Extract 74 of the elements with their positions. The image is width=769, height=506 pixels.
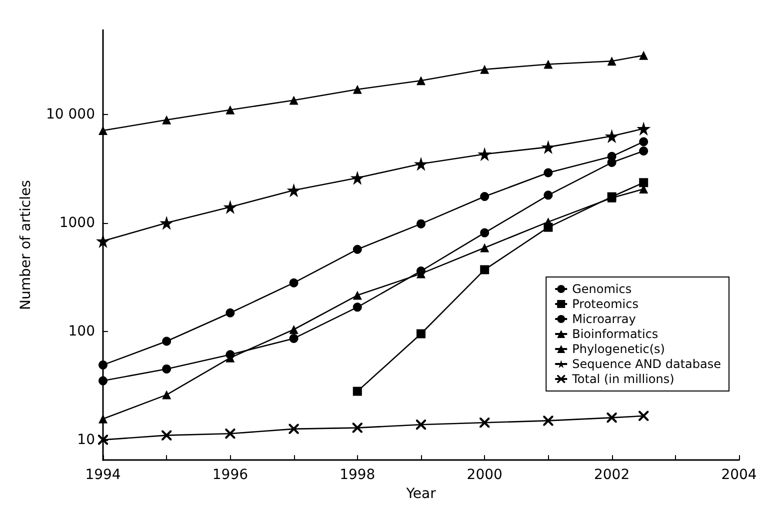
point	[478, 147, 492, 162]
point	[225, 428, 236, 439]
point	[286, 183, 301, 198]
point	[544, 60, 553, 69]
point	[289, 278, 298, 288]
point	[162, 336, 172, 346]
x-axis-title: Year	[405, 486, 436, 502]
point	[352, 290, 362, 300]
point	[639, 50, 648, 60]
point	[162, 430, 172, 440]
point	[289, 324, 298, 334]
x-tick-label: 2002	[594, 467, 630, 484]
x-tick-label: 1996	[212, 467, 248, 484]
legend-label: Sequence AND database	[572, 357, 722, 371]
x-tick-label: 2000	[466, 467, 502, 484]
point	[544, 190, 553, 200]
point	[638, 410, 649, 421]
point	[416, 76, 426, 86]
point	[416, 420, 426, 430]
point	[288, 424, 299, 434]
point	[480, 64, 490, 74]
point	[350, 170, 364, 185]
y-tick-label: 10	[77, 432, 95, 448]
point	[160, 216, 174, 230]
point	[636, 122, 651, 136]
legend-label: Total (in millions)	[571, 372, 674, 386]
point	[480, 243, 490, 252]
point	[162, 364, 172, 374]
point	[639, 146, 648, 156]
point	[223, 200, 238, 214]
point	[98, 360, 108, 370]
y-tick-label: 1000	[59, 214, 95, 231]
point	[226, 105, 235, 114]
point	[544, 217, 553, 226]
point	[98, 434, 108, 445]
point	[414, 156, 428, 171]
y-axis-title: Number of articles	[18, 180, 34, 310]
point	[352, 422, 362, 433]
x-tick-label: 1998	[340, 467, 376, 484]
point	[480, 265, 490, 274]
point	[352, 244, 362, 254]
point	[639, 178, 648, 188]
point	[607, 56, 616, 66]
point	[544, 168, 553, 178]
x-tick-label: 2004	[721, 467, 757, 484]
legend-label: Genomics	[572, 282, 632, 296]
point	[541, 140, 556, 154]
point	[98, 376, 108, 386]
legend-label: Bioinformatics	[572, 327, 658, 341]
y-tick-label: 100	[68, 323, 95, 340]
point	[416, 219, 426, 228]
point	[639, 137, 648, 146]
y-tick-label: 10 000	[46, 106, 95, 122]
legend-label: Phylogenetic(s)	[572, 342, 665, 356]
point	[289, 334, 298, 343]
point	[289, 96, 298, 105]
point	[98, 126, 108, 136]
point	[416, 329, 426, 338]
point	[480, 418, 490, 428]
point	[96, 234, 110, 248]
legend-label: Proteomics	[572, 297, 638, 311]
point	[480, 192, 490, 202]
point	[226, 308, 235, 318]
point	[162, 115, 172, 124]
legend-label: Microarray	[572, 312, 636, 326]
point	[543, 416, 554, 426]
point	[604, 129, 619, 144]
point	[606, 412, 617, 423]
point	[352, 84, 362, 94]
point	[480, 228, 490, 238]
point	[352, 386, 362, 396]
x-tick-label: 1994	[85, 467, 121, 484]
point	[352, 302, 362, 312]
point	[162, 390, 172, 400]
